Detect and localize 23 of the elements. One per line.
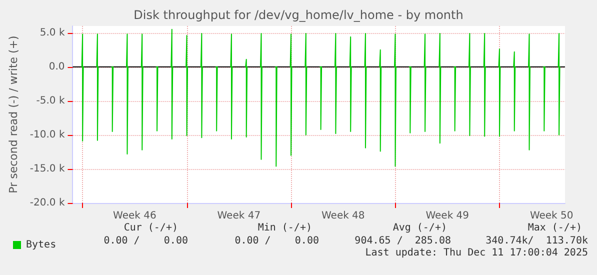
text: Avg (-/+): [392, 222, 447, 234]
y-tick-label: -15.0 k: [30, 163, 65, 174]
text: Max (-/+): [528, 222, 582, 234]
y-tick-label: 0.0: [48, 61, 65, 72]
y-tick-label: 5.0 k: [40, 27, 65, 38]
x-tick-label: Week 48: [321, 210, 365, 222]
legend-label: Bytes: [26, 240, 56, 250]
y-tick-label: -20.0 k: [30, 198, 65, 208]
text: Cur (-/+): [124, 222, 178, 234]
text: 340.74k/ 113.70k: [486, 236, 588, 246]
text: 0.00 / 0.00: [234, 236, 319, 246]
y-tick-label: -10.0 k: [30, 129, 65, 140]
x-tick-label: Week 47: [217, 210, 261, 222]
text: Last update: Thu Dec 11 17:00:04 2025: [365, 248, 588, 258]
y-axis-title: Pr second read (-) / write (+): [7, 36, 20, 194]
chart-title: Disk throughput for /dev/vg_home/lv_home - by month: [134, 8, 464, 22]
text: Min (-/+): [258, 222, 312, 234]
x-tick-label: Week 46: [113, 210, 156, 222]
x-tick-label: Week 50: [530, 210, 574, 222]
x-tick-label: Week 49: [426, 210, 470, 222]
text: 904.65 / 285.08: [354, 236, 451, 246]
y-tick-label: -5.0 k: [36, 95, 65, 106]
text: 0.00 / 0.00: [104, 236, 188, 246]
